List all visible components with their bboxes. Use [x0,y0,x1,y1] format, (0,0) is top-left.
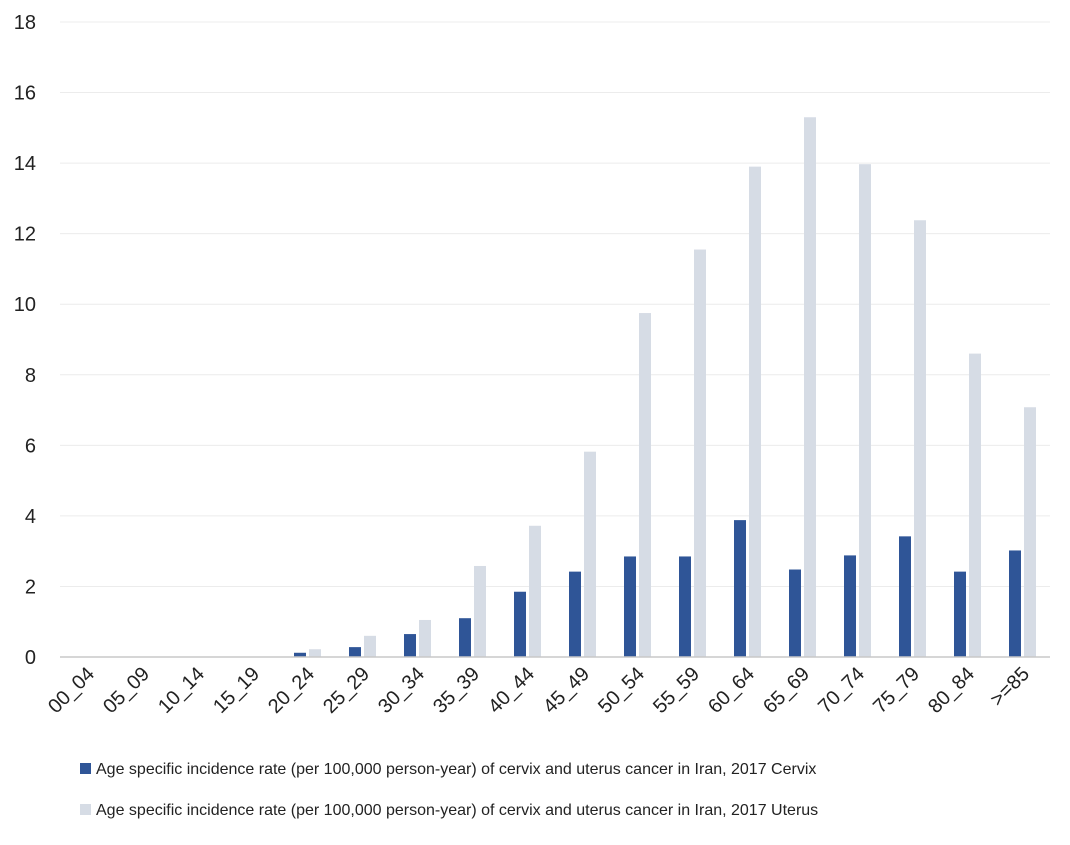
bar-cervix-30_34 [404,634,416,657]
x-tick-label: 70_74 [814,663,869,718]
bar-uterus-60_64 [749,166,761,657]
y-tick-label: 0 [25,647,36,669]
bar-uterus->=85 [1024,407,1036,657]
y-tick-label: 16 [14,83,36,105]
x-tick-label: 30_34 [374,663,429,718]
bar-uterus-25_29 [364,635,376,657]
x-tick-label: 25_29 [319,663,374,718]
y-tick-label: 8 [25,365,36,387]
x-tick-label: 40_44 [484,663,539,718]
x-tick-label: 55_59 [649,663,704,718]
bar-cervix-55_59 [679,556,691,657]
bar-uterus-50_54 [639,313,651,657]
bar-cervix-25_29 [349,647,361,657]
x-axis-tick-labels: 00_04 05_09 10_14 15_19 20_24 25_29 30_34 35_39… [44,663,1034,718]
x-tick-label: 20_24 [264,663,319,718]
x-tick-label: 60_64 [704,663,759,718]
bars [294,117,1036,658]
bar-uterus-80_84 [969,353,981,657]
bar-cervix-40_44 [514,591,526,657]
y-tick-label: 6 [25,435,36,457]
bar-cervix-45_49 [569,571,581,657]
bar-cervix-75_79 [899,536,911,657]
bar-cervix-20_24 [294,652,306,657]
x-tick-label: 65_69 [759,663,814,718]
x-tick-label: 50_54 [594,663,649,718]
bar-uterus-55_59 [694,249,706,657]
gridlines [60,21,1050,587]
bar-uterus-30_34 [419,619,431,657]
x-tick-label: 00_04 [44,663,99,718]
x-tick-label: 35_39 [429,663,484,718]
legend-swatch-cervix [80,763,91,774]
bar-uterus-20_24 [309,649,321,657]
bar-uterus-40_44 [529,525,541,657]
legend: Age specific incidence rate (per 100,000… [80,761,818,819]
bar-cervix-35_39 [459,618,471,657]
x-tick-label: 45_49 [539,663,594,718]
bar-uterus-35_39 [474,565,486,657]
bar-cervix-50_54 [624,556,636,657]
y-tick-label: 4 [25,506,36,528]
y-axis-tick-labels: 0 2 4 6 8 10 12 14 16 18 [14,12,36,669]
y-tick-label: 10 [14,294,36,316]
legend-label-cervix: Age specific incidence rate (per 100,000… [96,761,816,778]
bar-cervix->=85 [1009,550,1021,657]
bar-uterus-70_74 [859,164,871,658]
x-tick-label: 80_84 [924,663,979,718]
x-tick-label: 15_19 [209,663,264,718]
y-tick-label: 18 [14,12,36,34]
bar-cervix-60_64 [734,520,746,657]
x-tick-label: 05_09 [99,663,154,718]
x-tick-label: 75_79 [869,663,924,718]
x-tick-label: >=85 [986,663,1034,711]
legend-swatch-uterus [80,804,91,815]
y-tick-label: 2 [25,576,36,598]
bar-cervix-80_84 [954,571,966,657]
bar-uterus-65_69 [804,117,816,657]
y-tick-label: 14 [14,153,36,175]
x-tick-label: 10_14 [154,663,209,718]
bar-cervix-65_69 [789,569,801,657]
bar-cervix-70_74 [844,555,856,657]
bar-uterus-45_49 [584,451,596,657]
y-tick-label: 12 [14,224,36,246]
bar-uterus-75_79 [914,220,926,657]
legend-label-uterus: Age specific incidence rate (per 100,000… [96,802,818,819]
